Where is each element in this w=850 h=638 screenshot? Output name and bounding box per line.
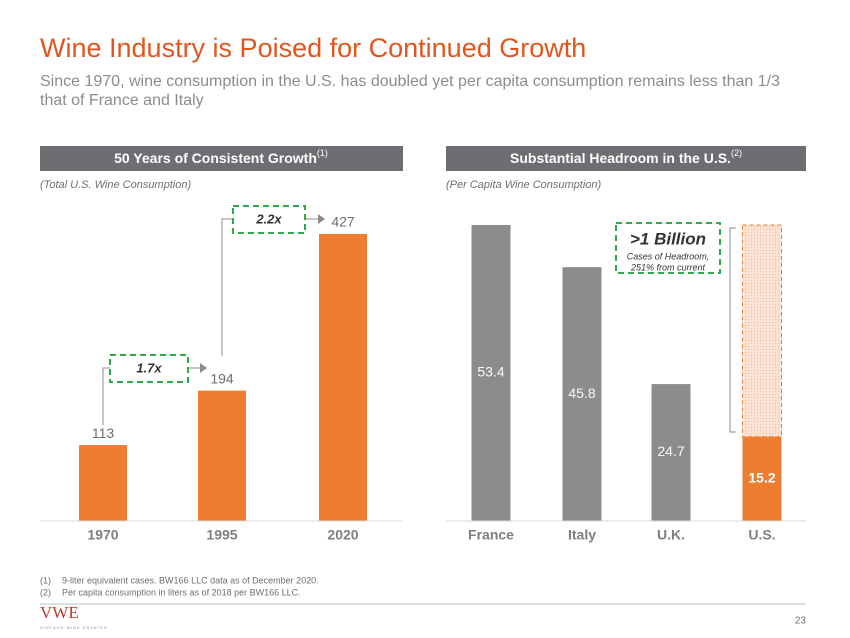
footnotes: (1) 9-liter equivalent cases. BW166 LLC … (40, 575, 319, 597)
panel-subtitle: (Total U.S. Wine Consumption) (40, 179, 191, 191)
panel-header (40, 146, 403, 171)
footnote: Per capita consumption in liters as of 2… (62, 587, 301, 597)
x-tick-label: U.S. (748, 527, 775, 543)
headroom-bar (742, 224, 782, 438)
growth-box (232, 205, 306, 234)
value-label: 194 (210, 370, 234, 386)
bar (562, 267, 602, 521)
panel-header (446, 146, 806, 171)
arrowhead (318, 214, 325, 224)
panel-title-text: Substantial Headroom in the U.S. (510, 150, 731, 166)
value-label: 53.4 (477, 364, 504, 380)
headroom-text: 251% from current (630, 262, 706, 272)
x-tick-label: 1970 (87, 527, 118, 543)
page-number: 23 (795, 616, 807, 627)
slide-subtitle: Since 1970, wine consumption in the U.S.… (40, 73, 780, 90)
headroom-box (615, 222, 721, 274)
value-label: 427 (331, 214, 355, 230)
footnote: 9-liter equivalent cases. BW166 LLC data… (62, 575, 319, 585)
slide-title: Wine Industry is Poised for Continued Gr… (40, 33, 586, 63)
bar (742, 436, 782, 521)
x-tick-label: 2020 (327, 527, 358, 543)
panel-title-text: 50 Years of Consistent Growth (114, 150, 317, 166)
x-tick-label: 1995 (206, 527, 237, 543)
arrowhead (200, 363, 207, 373)
x-tick-label: U.K. (657, 527, 685, 543)
value-label: 24.7 (657, 443, 684, 459)
bar (198, 390, 246, 521)
headroom-text: Cases of Headroom, (627, 251, 710, 261)
bar (471, 225, 511, 521)
connector (102, 367, 110, 425)
value-label: 45.8 (568, 385, 595, 401)
footnote-marker: (2) (40, 587, 51, 597)
growth-box (109, 354, 189, 383)
headroom-title: >1 Billion (630, 229, 706, 248)
growth-arrows (102, 205, 325, 425)
value-label: 113 (92, 425, 115, 441)
panel-subtitle: (Per Capita Wine Consumption) (446, 179, 602, 191)
logo-text: VINTAGE WINE ESTATES (40, 625, 108, 630)
headroom-bracket (729, 227, 736, 433)
bar (319, 234, 367, 521)
panel-note: (2) (731, 148, 742, 158)
growth-label: 1.7x (136, 360, 162, 375)
panel-note: (1) (317, 148, 328, 158)
x-tick-label: France (468, 527, 514, 543)
value-label: 15.2 (748, 470, 775, 486)
growth-label: 2.2x (255, 211, 282, 226)
panel-title: Substantial Headroom in the U.S.(2) (510, 148, 742, 165)
footnote-marker: (1) (40, 575, 51, 585)
connector (221, 218, 233, 356)
x-tick-label: Italy (568, 527, 596, 543)
slide-subtitle: that of France and Italy (40, 92, 204, 109)
bar (651, 384, 691, 521)
panel-title: 50 Years of Consistent Growth(1) (114, 148, 328, 165)
logo-mark: VWE (40, 603, 79, 622)
bar (79, 445, 127, 521)
